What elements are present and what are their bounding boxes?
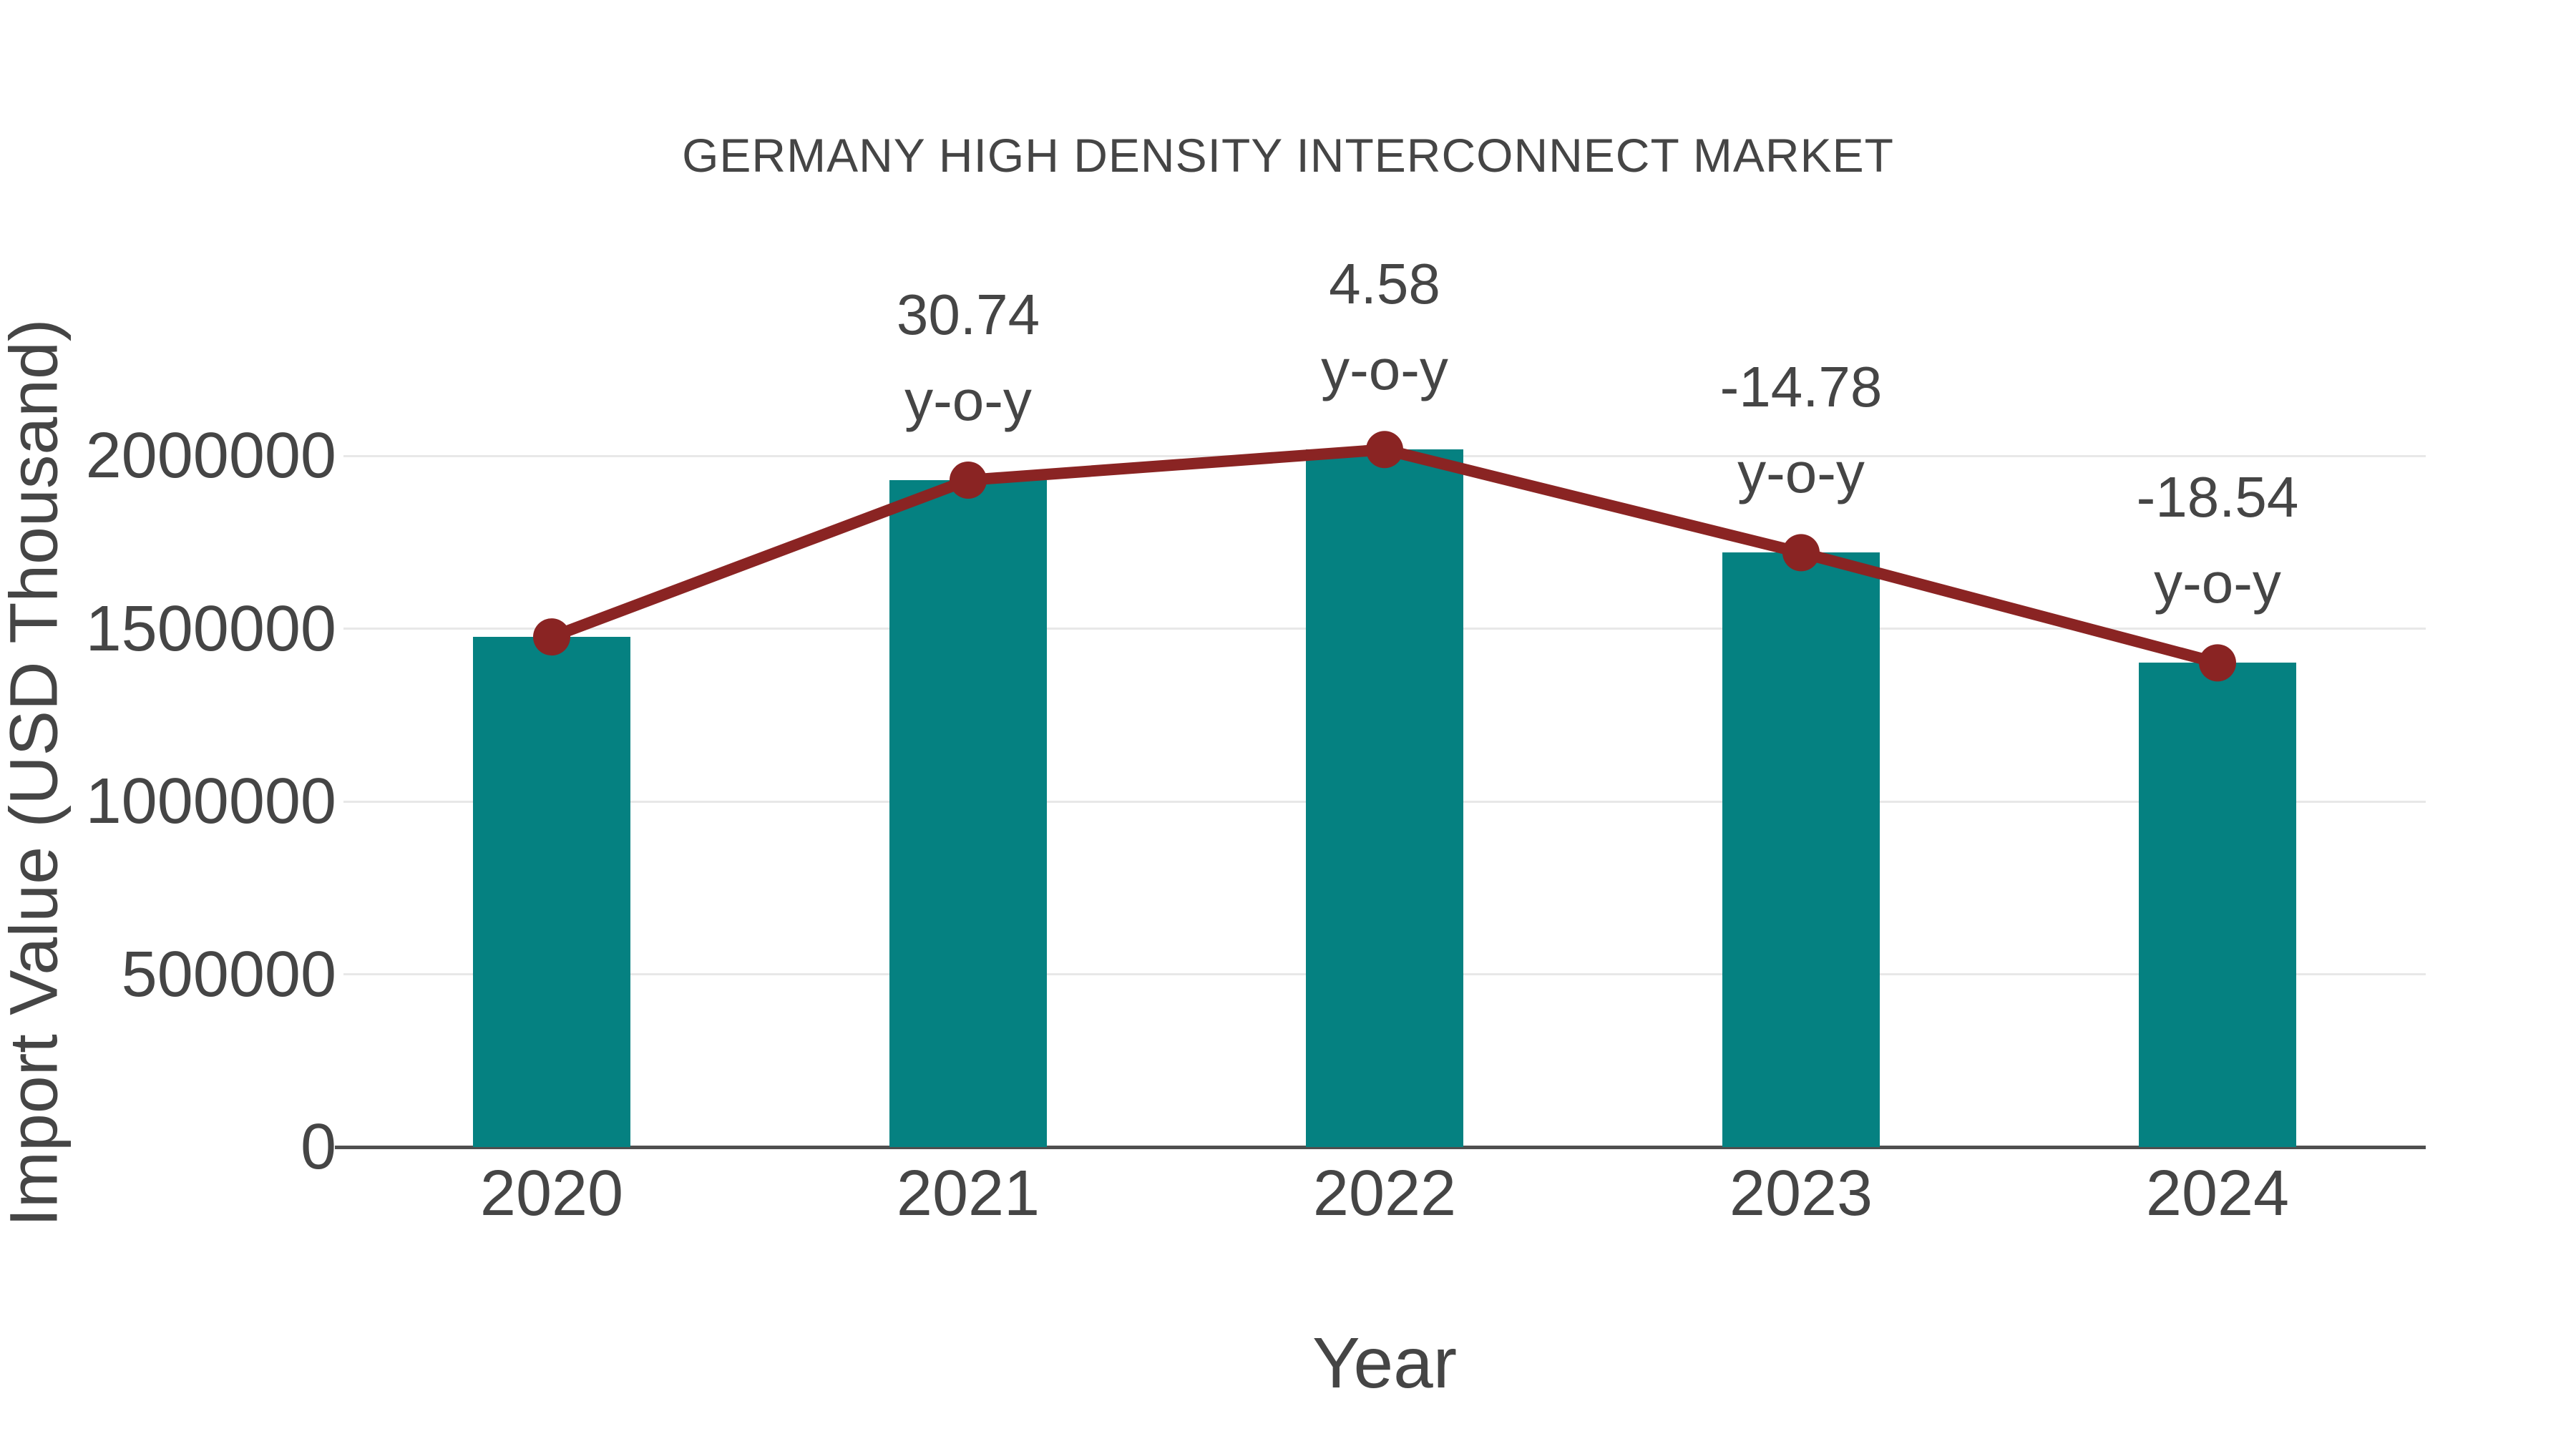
x-tick-2024: 2024 bbox=[2145, 1158, 2290, 1229]
yoy-annotation-2023: -14.78 y-o-y bbox=[1586, 344, 2016, 516]
y-tick-500000: 500000 bbox=[121, 938, 336, 1010]
yoy-suffix: y-o-y bbox=[904, 368, 1032, 432]
yoy-annotation-2024: -18.54 y-o-y bbox=[2003, 454, 2432, 626]
bar-2020 bbox=[473, 637, 630, 1147]
y-tick-1500000: 1500000 bbox=[85, 592, 336, 665]
bar-2023 bbox=[1722, 552, 1880, 1147]
chart-title: GERMANY HIGH DENSITY INTERCONNECT MARKET bbox=[682, 129, 1894, 182]
x-tick-2021: 2021 bbox=[896, 1158, 1040, 1229]
yoy-suffix: y-o-y bbox=[2154, 551, 2281, 615]
x-axis-line bbox=[335, 1146, 2426, 1149]
x-axis-title: Year bbox=[1312, 1323, 1458, 1403]
y-tick-1000000: 1000000 bbox=[85, 766, 336, 837]
yoy-suffix: y-o-y bbox=[1737, 441, 1865, 505]
yoy-value: 30.74 bbox=[896, 282, 1040, 346]
bar-2024 bbox=[2139, 663, 2296, 1147]
yoy-value: -14.78 bbox=[1719, 355, 1883, 419]
y-axis-title: Import Value (USD Thousand) bbox=[0, 318, 72, 1227]
yoy-annotation-2022: 4.58 y-o-y bbox=[1170, 241, 1599, 413]
x-tick-2022: 2022 bbox=[1312, 1158, 1457, 1229]
y-tick-0: 0 bbox=[300, 1111, 336, 1183]
yoy-annotation-2021: 30.74 y-o-y bbox=[753, 272, 1183, 444]
yoy-value: -18.54 bbox=[2136, 465, 2299, 530]
y-tick-2000000: 2000000 bbox=[85, 420, 336, 492]
bar-2022 bbox=[1306, 449, 1463, 1147]
yoy-value: 4.58 bbox=[1329, 252, 1440, 316]
x-tick-2023: 2023 bbox=[1729, 1158, 1873, 1229]
yoy-suffix: y-o-y bbox=[1321, 338, 1448, 402]
bar-2021 bbox=[889, 479, 1047, 1147]
x-tick-2020: 2020 bbox=[479, 1158, 624, 1229]
